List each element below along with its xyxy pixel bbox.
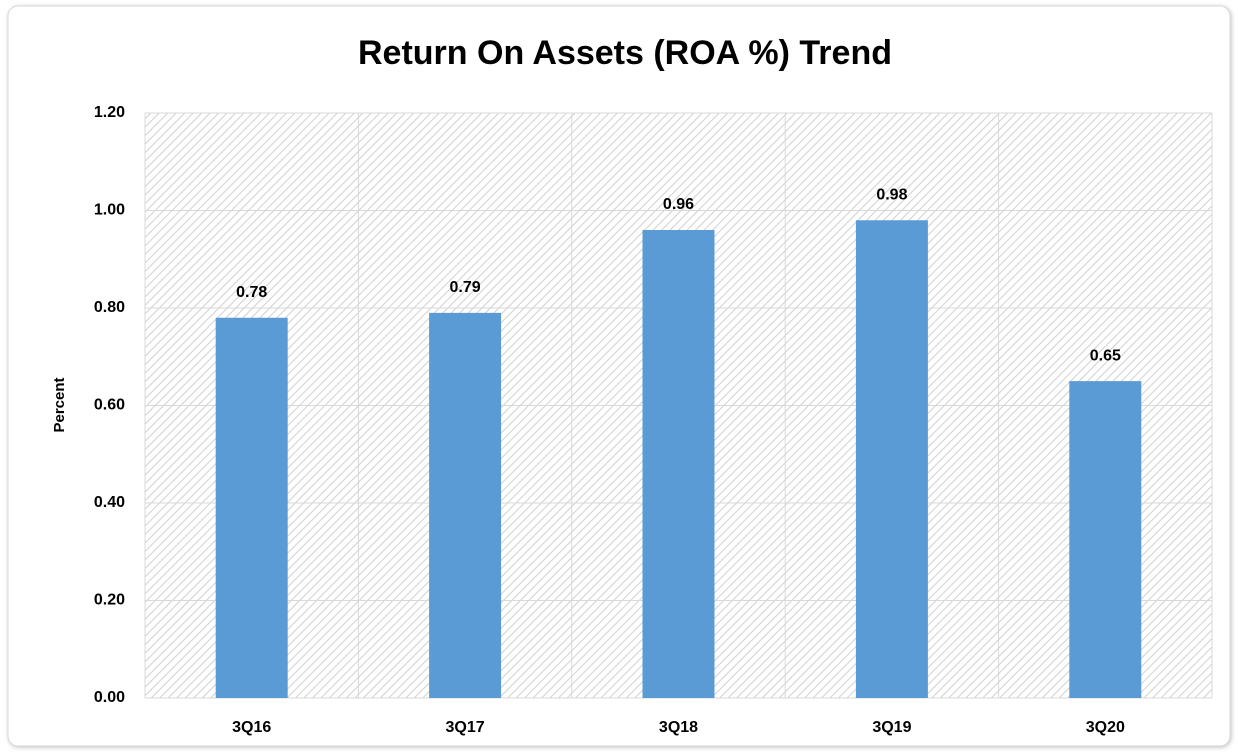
bar: [642, 230, 715, 698]
bar: [1069, 381, 1142, 698]
x-tick-label: 3Q20: [1086, 719, 1125, 736]
x-tick-label: 3Q16: [232, 719, 271, 736]
data-label: 0.98: [876, 186, 907, 203]
y-tick-label: 0.20: [94, 592, 125, 609]
y-tick-label: 0.80: [94, 299, 125, 316]
y-axis-label: Percent: [51, 377, 68, 432]
y-tick-label: 1.00: [94, 202, 125, 219]
bar: [429, 312, 502, 698]
y-tick-label: 0.60: [94, 397, 125, 414]
y-tick-label: 1.20: [94, 104, 125, 121]
chart-title: Return On Assets (ROA %) Trend: [358, 34, 892, 72]
y-tick-label: 0.00: [94, 689, 125, 706]
bar: [855, 220, 928, 698]
x-tick-label: 3Q18: [659, 719, 698, 736]
y-tick-label: 0.40: [94, 494, 125, 511]
data-label: 0.79: [450, 279, 481, 296]
bar: [215, 317, 288, 698]
data-label: 0.65: [1090, 347, 1121, 364]
x-tick-label: 3Q17: [446, 719, 485, 736]
x-tick-label: 3Q19: [872, 719, 911, 736]
data-label: 0.96: [663, 196, 694, 213]
data-label: 0.78: [236, 284, 267, 301]
